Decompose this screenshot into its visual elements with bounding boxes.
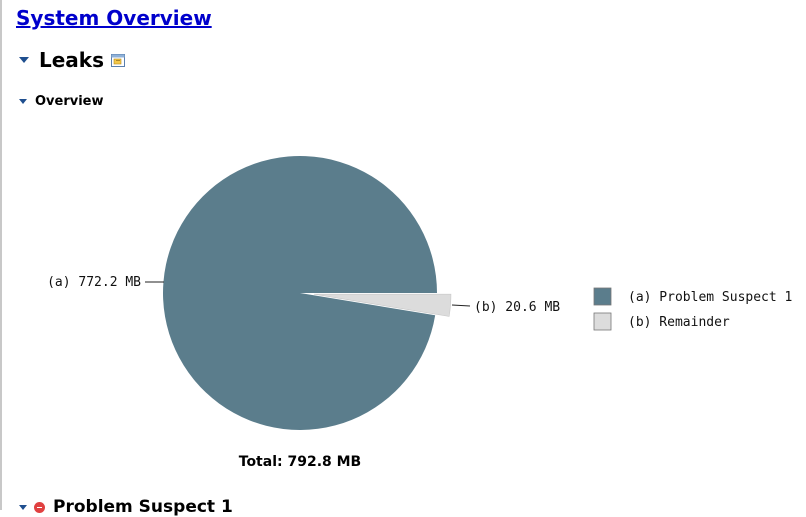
pie-slice-remainder <box>313 293 452 317</box>
slice-label-b: (b) 20.6 MB <box>474 300 560 315</box>
leaks-title: Leaks <box>39 48 105 72</box>
pie-slice-problem-suspect <box>163 156 438 431</box>
overview-section-header[interactable]: Overview <box>19 94 104 109</box>
legend-label: (a) Problem Suspect 1 <box>628 290 792 305</box>
leaks-section-header[interactable]: Leaks <box>19 48 126 72</box>
error-icon <box>34 501 45 513</box>
left-border <box>0 0 2 510</box>
chevron-down-icon[interactable] <box>19 504 27 510</box>
legend-swatch <box>593 312 612 331</box>
chevron-down-icon[interactable] <box>19 99 27 104</box>
problem-suspect-title: Problem Suspect 1 <box>53 497 233 517</box>
legend-swatch <box>593 287 612 306</box>
overview-title: Overview <box>35 94 104 109</box>
legend-label: (b) Remainder <box>628 315 730 330</box>
total-label: Total: 792.8 MB <box>239 454 361 470</box>
details-icon[interactable] <box>111 53 126 67</box>
slice-label-a: (a) 772.2 MB <box>47 275 141 290</box>
leader-line-b <box>451 304 471 307</box>
page-title-link[interactable]: System Overview <box>16 6 212 30</box>
chevron-down-icon[interactable] <box>19 57 29 63</box>
problem-suspect-section-header[interactable]: Problem Suspect 1 <box>19 497 233 517</box>
